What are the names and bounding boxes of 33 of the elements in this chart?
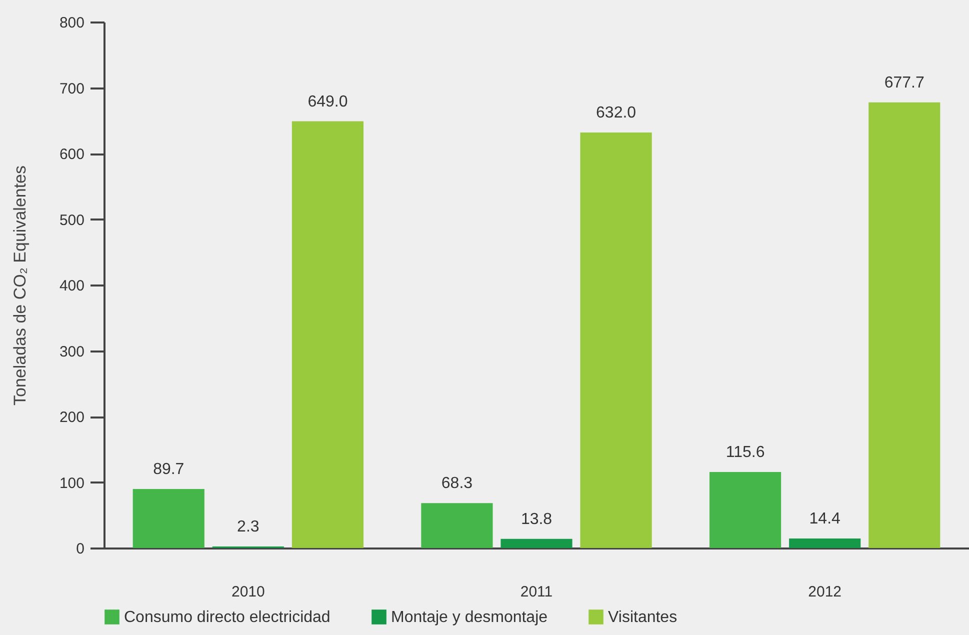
y-axis-title: Toneladas de CO₂ Equivalentes [10, 165, 30, 406]
y-tick-label: 500 [59, 212, 84, 229]
legend-label: Montaje y desmontaje [391, 609, 548, 626]
bar [868, 102, 940, 548]
data-label: 14.4 [809, 510, 841, 528]
bar [500, 538, 572, 548]
legend-label: Visitantes [608, 609, 678, 626]
x-tick-label: 2011 [520, 584, 553, 600]
legend-label: Consumo directo electricidad [124, 609, 330, 626]
data-label: 649.0 [308, 93, 348, 110]
y-tick-label: 400 [59, 278, 84, 294]
y-tick-label: 300 [59, 343, 84, 360]
bar [421, 503, 493, 548]
bar [710, 472, 782, 548]
data-label: 68.3 [441, 475, 473, 492]
x-tick-label: 2010 [231, 584, 265, 600]
y-tick-label: 200 [59, 409, 84, 426]
y-tick-label: 700 [59, 80, 84, 98]
bar [789, 538, 861, 548]
bar [132, 489, 204, 548]
y-tick-label: 600 [59, 146, 84, 163]
y-tick-label: 100 [59, 474, 84, 492]
data-label: 2.3 [237, 518, 260, 536]
bar [580, 132, 652, 548]
data-label: 13.8 [520, 510, 552, 528]
data-label: 632.0 [596, 104, 636, 122]
data-label: 115.6 [726, 444, 765, 461]
data-label: 89.7 [153, 461, 184, 478]
bar [292, 121, 364, 548]
x-tick-label: 2012 [808, 584, 842, 600]
y-tick-label: 0 [76, 540, 84, 558]
data-label: 677.7 [884, 74, 924, 92]
y-tick-label: 800 [59, 14, 84, 32]
